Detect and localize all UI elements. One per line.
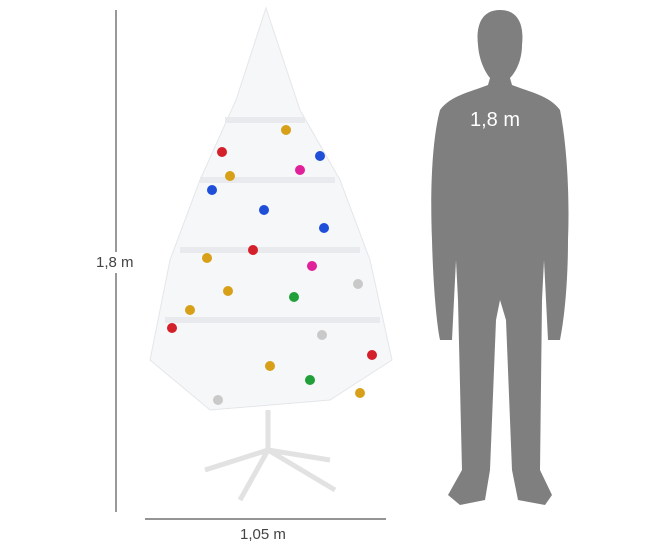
ornament [223, 286, 233, 296]
ornament [355, 388, 365, 398]
person-height-label: 1,8 m [470, 109, 521, 131]
ornament [265, 361, 275, 371]
ornament [185, 305, 195, 315]
ornament [307, 261, 317, 271]
ornament [207, 185, 217, 195]
ornament [305, 375, 315, 385]
ornament [367, 350, 377, 360]
christmas-tree [149, 6, 393, 502]
ornament [225, 171, 235, 181]
ornament [167, 323, 177, 333]
ornament [295, 165, 305, 175]
ornament [202, 253, 212, 263]
ornament [289, 292, 299, 302]
ornament [259, 205, 269, 215]
ornament [317, 330, 327, 340]
ornament [213, 395, 223, 405]
ornament [248, 245, 258, 255]
tree-stand [204, 410, 337, 502]
ornament [281, 125, 291, 135]
ornament [315, 151, 325, 161]
height-label: 1,8 m [96, 252, 134, 273]
ornament [353, 279, 363, 289]
ornament [217, 147, 227, 157]
ornament [319, 223, 329, 233]
width-label: 1,05 m [240, 524, 286, 545]
person-silhouette [431, 10, 569, 505]
ornaments [167, 125, 377, 405]
